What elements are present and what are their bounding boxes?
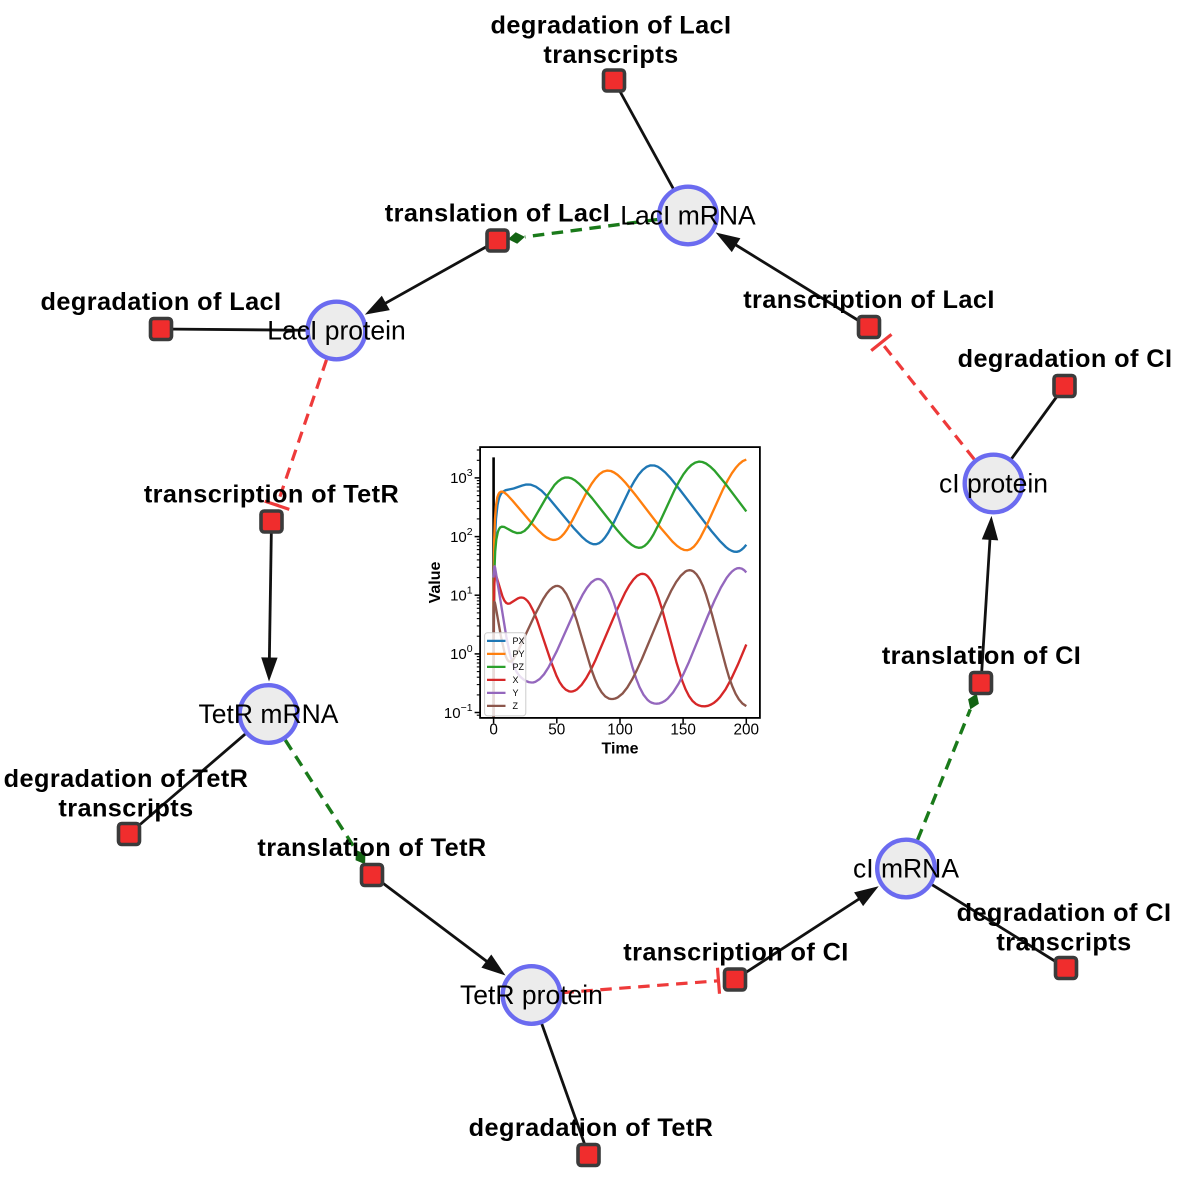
svg-text:transcription of LacI: transcription of LacI [743,286,995,314]
svg-text:TetR mRNA: TetR mRNA [199,699,339,729]
svg-text:cI mRNA: cI mRNA [853,854,959,884]
svg-text:50: 50 [548,722,565,739]
svg-text:transcripts: transcripts [996,929,1131,957]
svg-text:PX: PX [513,636,525,646]
svg-text:degradation of LacI: degradation of LacI [41,288,282,316]
svg-text:PZ: PZ [513,662,525,672]
svg-text:transcription of CI: transcription of CI [623,939,848,967]
svg-text:Time: Time [601,741,638,758]
svg-text:Y: Y [513,688,519,698]
svg-text:10−1: 10−1 [444,702,473,722]
svg-text:0: 0 [489,722,498,739]
svg-text:Z: Z [513,701,519,711]
svg-text:100: 100 [450,643,473,663]
svg-text:101: 101 [450,585,473,605]
svg-text:100: 100 [607,722,633,739]
svg-text:translation of LacI: translation of LacI [385,200,610,228]
svg-text:LacI protein: LacI protein [267,316,405,346]
svg-text:LacI mRNA: LacI mRNA [620,201,756,231]
svg-text:cI protein: cI protein [939,469,1048,499]
svg-text:translation of TetR: translation of TetR [257,834,486,862]
svg-text:X: X [513,675,519,685]
svg-text:102: 102 [450,526,473,546]
svg-text:transcripts: transcripts [543,41,678,69]
svg-text:degradation of TetR: degradation of TetR [4,765,249,793]
svg-text:TetR protein: TetR protein [460,980,603,1010]
svg-text:150: 150 [670,722,696,739]
svg-text:transcripts: transcripts [58,795,193,823]
svg-text:103: 103 [450,467,473,487]
svg-text:degradation of LacI: degradation of LacI [491,12,732,40]
svg-text:PY: PY [513,649,525,659]
svg-text:degradation of CI: degradation of CI [958,345,1173,373]
svg-text:200: 200 [734,722,760,739]
svg-text:translation of CI: translation of CI [882,642,1081,670]
svg-text:degradation of TetR: degradation of TetR [469,1114,714,1142]
svg-text:transcription of TetR: transcription of TetR [144,481,399,509]
svg-text:degradation of CI: degradation of CI [957,899,1172,927]
svg-text:Value: Value [427,562,444,604]
